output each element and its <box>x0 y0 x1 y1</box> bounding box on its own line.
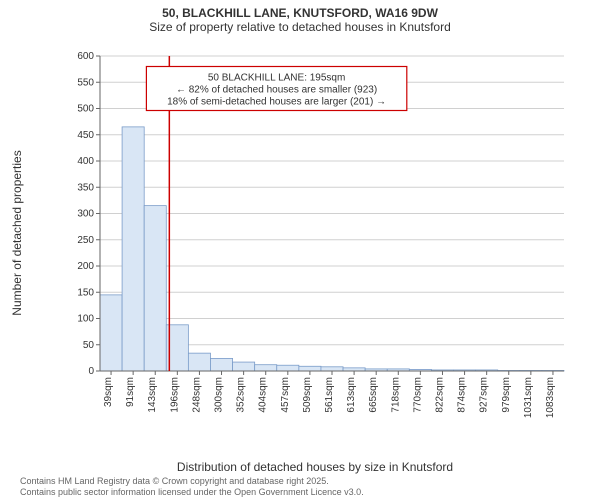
bar-chart: 0 50 100 150 200 250 300 350 400 450 500 550 600 39sq… <box>60 48 570 418</box>
footer-attribution: Contains HM Land Registry data © Crown c… <box>20 476 364 498</box>
svg-text:457sqm: 457sqm <box>280 377 291 413</box>
svg-text:613sqm: 613sqm <box>346 377 357 413</box>
svg-text:404sqm: 404sqm <box>258 377 269 413</box>
svg-text:822sqm: 822sqm <box>434 377 445 413</box>
svg-text:450: 450 <box>77 130 94 141</box>
svg-text:350: 350 <box>77 182 94 193</box>
svg-text:770sqm: 770sqm <box>412 377 423 413</box>
svg-text:0: 0 <box>88 366 94 377</box>
svg-text:143sqm: 143sqm <box>147 377 158 413</box>
title-line2: Size of property relative to detached ho… <box>0 20 600 34</box>
svg-text:91sqm: 91sqm <box>125 377 136 407</box>
svg-text:100: 100 <box>77 314 94 325</box>
svg-text:← 82% of detached houses are s: ← 82% of detached houses are smaller (92… <box>176 85 377 96</box>
svg-text:550: 550 <box>77 77 94 88</box>
svg-text:1083sqm: 1083sqm <box>545 377 556 418</box>
svg-text:250: 250 <box>77 235 94 246</box>
svg-text:50: 50 <box>83 340 95 351</box>
svg-text:927sqm: 927sqm <box>479 377 490 413</box>
svg-text:400: 400 <box>77 156 94 167</box>
svg-text:39sqm: 39sqm <box>103 377 114 407</box>
svg-text:200: 200 <box>77 261 94 272</box>
svg-text:718sqm: 718sqm <box>390 377 401 413</box>
footer-line1: Contains HM Land Registry data © Crown c… <box>20 476 364 487</box>
svg-text:18% of semi-detached houses ar: 18% of semi-detached houses are larger (… <box>167 97 386 108</box>
chart-area: 0 50 100 150 200 250 300 350 400 450 500 550 600 39sq… <box>60 48 570 418</box>
svg-text:248sqm: 248sqm <box>191 377 202 413</box>
svg-text:600: 600 <box>77 51 94 62</box>
svg-text:196sqm: 196sqm <box>169 377 180 413</box>
svg-text:874sqm: 874sqm <box>457 377 468 413</box>
title-line1: 50, BLACKHILL LANE, KNUTSFORD, WA16 9DW <box>0 6 600 20</box>
chart-titles: 50, BLACKHILL LANE, KNUTSFORD, WA16 9DW … <box>0 0 600 34</box>
svg-text:979sqm: 979sqm <box>501 377 512 413</box>
svg-text:300: 300 <box>77 209 94 220</box>
svg-text:50 BLACKHILL LANE: 195sqm: 50 BLACKHILL LANE: 195sqm <box>208 73 345 84</box>
x-axis-label: Distribution of detached houses by size … <box>60 460 570 474</box>
svg-text:352sqm: 352sqm <box>236 377 247 413</box>
svg-text:509sqm: 509sqm <box>302 377 313 413</box>
svg-text:665sqm: 665sqm <box>368 377 379 413</box>
svg-text:561sqm: 561sqm <box>324 377 335 413</box>
footer-line2: Contains public sector information licen… <box>20 487 364 498</box>
y-axis-label: Number of detached properties <box>10 48 26 418</box>
svg-text:500: 500 <box>77 104 94 115</box>
svg-text:1031sqm: 1031sqm <box>523 377 534 418</box>
svg-text:300sqm: 300sqm <box>214 377 225 413</box>
svg-text:150: 150 <box>77 287 94 298</box>
